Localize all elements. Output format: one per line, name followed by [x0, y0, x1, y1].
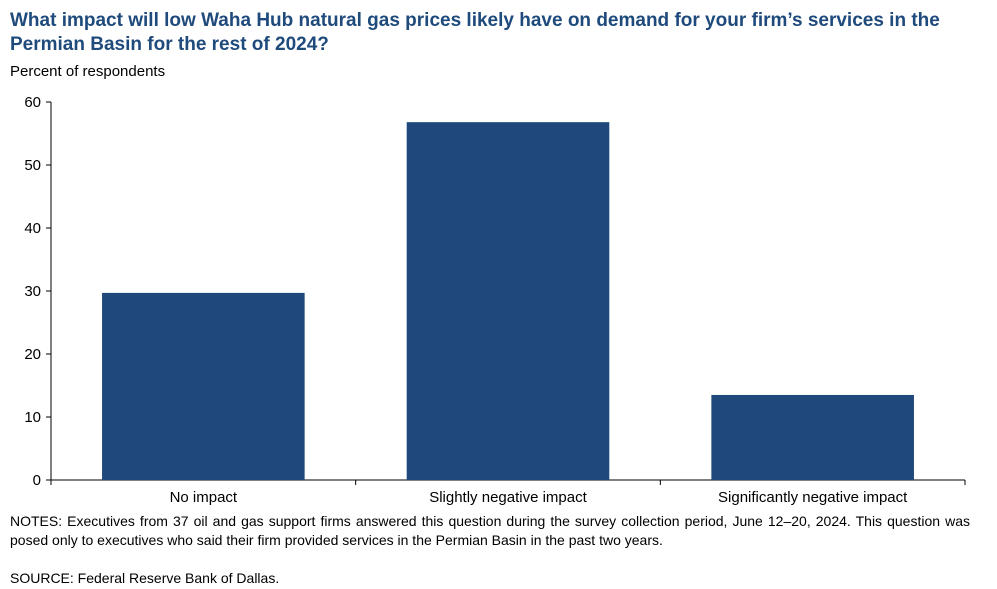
chart-notes: NOTES: Executives from 37 oil and gas su… — [10, 513, 970, 548]
y-tick-label: 20 — [24, 346, 41, 363]
y-tick-label: 0 — [33, 472, 41, 489]
chart-title: What impact will low Waha Hub natural ga… — [10, 10, 940, 55]
y-tick-label: 50 — [24, 157, 41, 174]
chart-source: SOURCE: Federal Reserve Bank of Dallas. — [10, 570, 280, 586]
y-tick-label: 40 — [24, 220, 41, 237]
x-tick-label: Slightly negative impact — [429, 489, 587, 506]
y-tick-label: 10 — [24, 409, 41, 426]
bar-3 — [711, 394, 914, 480]
x-tick-label: No impact — [170, 489, 238, 506]
bar-2 — [406, 122, 610, 480]
y-axis-label: Percent of respondents — [10, 63, 166, 80]
bar-1 — [102, 292, 305, 480]
y-tick-label: 60 — [24, 94, 41, 111]
y-tick-label: 30 — [24, 283, 41, 300]
bar-chart: 0 10 20 30 40 50 60 No impact Slightly negative … — [24, 94, 966, 506]
x-tick-label: Significantly negative impact — [718, 489, 908, 506]
